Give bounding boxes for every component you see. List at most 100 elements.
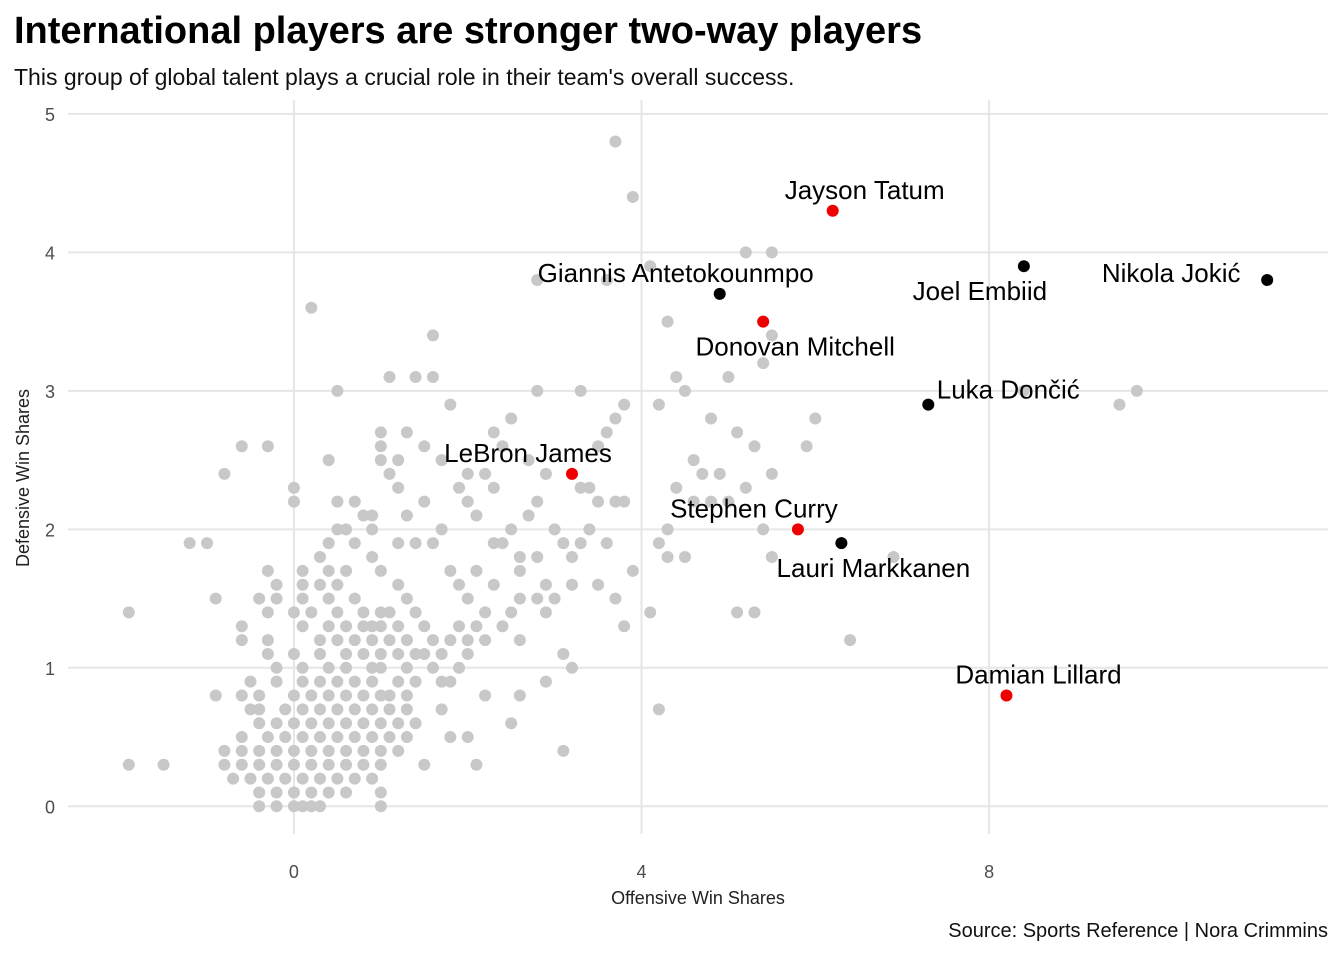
player-point [670, 370, 683, 383]
player-point [244, 675, 257, 688]
chart-caption: Source: Sports Reference | Nora Crimmins [948, 920, 1328, 942]
player-point [539, 606, 552, 619]
x-axis-title: Offensive Win Shares [611, 888, 785, 908]
player-point [374, 717, 387, 730]
player-point [322, 661, 335, 674]
player-point [244, 772, 257, 785]
chart-subtitle: This group of global talent plays a cruc… [14, 64, 795, 90]
player-point [400, 592, 413, 605]
other-players-points [122, 135, 1143, 813]
player-point [496, 620, 509, 633]
player-point [279, 703, 292, 716]
player-point [383, 703, 396, 716]
player-labels: Jayson Tatum Giannis Antetokounmpo Joel Em… [444, 175, 1240, 690]
player-point [366, 551, 379, 564]
player-point [261, 634, 274, 647]
player-point [366, 731, 379, 744]
player-point [652, 398, 665, 411]
chart-title: International players are stronger two-w… [14, 10, 923, 52]
player-point [296, 731, 309, 744]
player-point [287, 717, 300, 730]
player-point [400, 689, 413, 702]
player-point [296, 675, 309, 688]
player-point [331, 772, 344, 785]
player-point [270, 592, 283, 605]
player-point [539, 578, 552, 591]
label-lauri-markkanen: Lauri Markkanen [777, 553, 971, 583]
player-point [400, 731, 413, 744]
point-lauri-markkanen [835, 537, 848, 550]
y-tick-label: 4 [45, 243, 55, 263]
label-stephen-curry: Stephen Curry [670, 493, 838, 523]
player-point [357, 620, 370, 633]
player-point [270, 661, 283, 674]
player-point [522, 454, 535, 467]
player-point [122, 758, 135, 771]
player-point [340, 523, 353, 536]
player-point [314, 703, 326, 716]
player-point [348, 537, 361, 550]
player-point [314, 578, 326, 591]
player-point [418, 620, 431, 633]
player-point [322, 758, 335, 771]
player-point [374, 606, 387, 619]
player-point [270, 800, 283, 813]
point-lebron-james [566, 467, 578, 480]
player-point [270, 786, 283, 799]
player-point [392, 744, 405, 757]
player-point [1130, 384, 1143, 397]
player-point [374, 440, 387, 453]
y-axis-title: Defensive Win Shares [13, 389, 33, 567]
player-point [592, 495, 605, 508]
player-point [470, 509, 483, 522]
player-point [357, 647, 370, 660]
y-tick-label: 1 [45, 659, 55, 679]
player-point [400, 703, 413, 716]
player-point [253, 800, 266, 813]
player-point [279, 731, 292, 744]
player-point [270, 758, 283, 771]
player-point [418, 647, 431, 660]
player-point [765, 551, 778, 564]
player-point [305, 606, 318, 619]
player-point [444, 398, 457, 411]
player-point [331, 495, 344, 508]
player-point [592, 578, 605, 591]
player-point [531, 384, 544, 397]
x-tick-label: 4 [637, 862, 647, 882]
x-tick-label: 0 [289, 862, 299, 882]
player-point [392, 481, 405, 494]
player-point [235, 731, 248, 744]
player-point [757, 357, 770, 370]
player-point [409, 537, 422, 550]
player-point [592, 440, 605, 453]
player-point [340, 786, 353, 799]
point-damian-lillard [1000, 689, 1013, 702]
player-point [609, 592, 622, 605]
player-point [487, 426, 500, 439]
player-point [348, 772, 361, 785]
player-point [496, 537, 509, 550]
player-point [652, 703, 665, 716]
player-point [435, 675, 448, 688]
player-point [618, 620, 631, 633]
player-point [235, 440, 248, 453]
y-tick-label: 3 [45, 382, 55, 402]
player-point [235, 689, 248, 702]
player-point [296, 772, 309, 785]
player-point [574, 481, 587, 494]
player-point [366, 620, 379, 633]
player-point [340, 647, 353, 660]
player-point [644, 606, 657, 619]
player-point [235, 634, 248, 647]
label-luka-doncic: Luka Dončić [937, 375, 1080, 405]
player-point [340, 744, 353, 757]
player-point [400, 634, 413, 647]
player-point [670, 481, 683, 494]
player-point [314, 800, 326, 813]
player-point [574, 537, 587, 550]
player-point [218, 467, 231, 480]
player-point [453, 661, 466, 674]
player-point [392, 578, 405, 591]
player-point [348, 731, 361, 744]
